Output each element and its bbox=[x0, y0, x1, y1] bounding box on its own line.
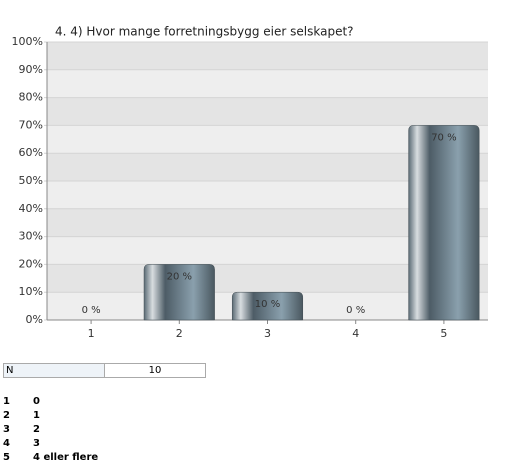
value-label: 10 % bbox=[255, 299, 280, 310]
y-tick-label: 90% bbox=[19, 63, 43, 76]
bar bbox=[231, 291, 304, 321]
y-tick-label: 60% bbox=[19, 146, 43, 159]
y-tick-label: 30% bbox=[19, 230, 43, 243]
y-tick-label: 0% bbox=[26, 313, 43, 326]
n-value: 10 bbox=[104, 363, 206, 378]
grid-band bbox=[47, 69, 488, 98]
y-tick-label: 100% bbox=[12, 35, 43, 48]
y-tick-label: 20% bbox=[19, 257, 43, 270]
chart-title: 4. 4) Hvor mange forretningsbygg eier se… bbox=[55, 25, 354, 39]
n-label: N bbox=[3, 363, 105, 378]
value-label: 70 % bbox=[431, 132, 456, 143]
value-label: 20 % bbox=[167, 271, 192, 282]
value-label: 0 % bbox=[346, 305, 365, 316]
legend-key: 4 bbox=[3, 437, 10, 449]
x-tick-label: 3 bbox=[264, 327, 271, 340]
y-tick-label: 50% bbox=[19, 174, 43, 187]
grid-band bbox=[47, 97, 488, 126]
y-tick-label: 70% bbox=[19, 118, 43, 131]
legend-key: 2 bbox=[3, 409, 10, 421]
chart: 4. 4) Hvor mange forretningsbygg eier se… bbox=[12, 25, 488, 340]
y-tick-label: 80% bbox=[19, 91, 43, 104]
legend-key: 5 bbox=[3, 451, 10, 463]
value-label: 0 % bbox=[82, 305, 101, 316]
bar bbox=[143, 264, 215, 321]
legend-label: 1 bbox=[33, 409, 40, 421]
legend-key: 1 bbox=[3, 395, 10, 407]
legend-row: 5 4 eller flere bbox=[3, 450, 98, 464]
legend-label: 2 bbox=[33, 423, 40, 435]
legend-label: 3 bbox=[33, 437, 40, 449]
x-tick-label: 1 bbox=[88, 327, 95, 340]
x-tick-label: 2 bbox=[176, 327, 183, 340]
x-tick-label: 4 bbox=[352, 327, 359, 340]
grid-band bbox=[47, 42, 488, 70]
bar bbox=[408, 125, 480, 321]
legend-label: 4 eller flere bbox=[33, 451, 99, 463]
n-table: N 10 bbox=[3, 363, 206, 378]
y-tick-label: 10% bbox=[19, 285, 43, 298]
legend-label: 0 bbox=[33, 395, 40, 407]
y-tick-label: 40% bbox=[19, 202, 43, 215]
legend-key: 3 bbox=[3, 423, 10, 435]
x-tick-label: 5 bbox=[440, 327, 447, 340]
